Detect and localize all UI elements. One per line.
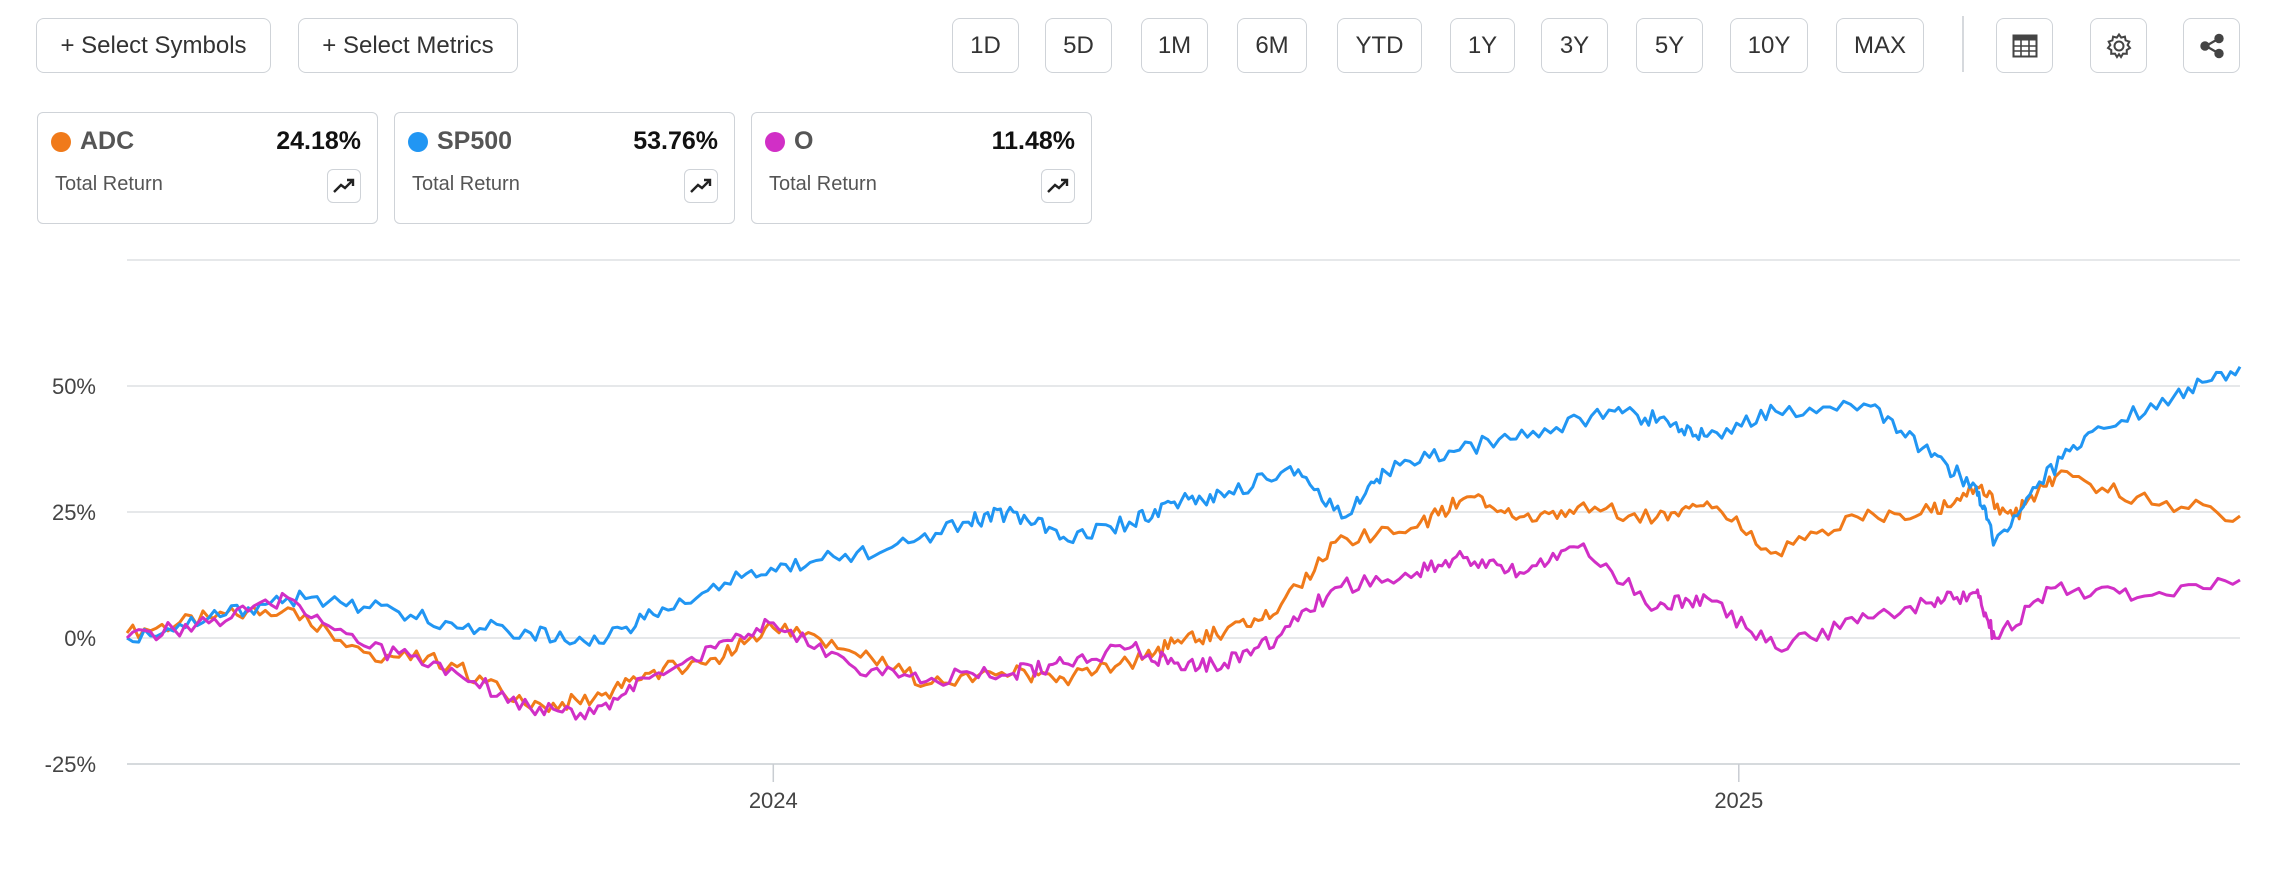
settings-button[interactable]	[2090, 18, 2147, 73]
return-value: 53.76%	[633, 127, 718, 155]
range-button-1d[interactable]: 1D	[952, 18, 1019, 73]
symbol-label: O	[794, 127, 814, 155]
trend-button[interactable]	[1041, 169, 1075, 203]
range-button-6m[interactable]: 6M	[1237, 18, 1307, 73]
trend-up-icon	[690, 178, 712, 193]
x-tick-label: 2024	[749, 788, 798, 813]
y-tick-label: 0%	[64, 626, 96, 651]
share-icon	[2199, 33, 2224, 58]
y-tick-label: -25%	[45, 752, 96, 777]
metric-label: Total Return	[769, 173, 877, 195]
series-color-dot	[51, 132, 71, 152]
return-value: 11.48%	[991, 127, 1075, 155]
gear-icon	[2106, 32, 2131, 59]
legend-card-sp500[interactable]: SP500 53.76% Total Return	[394, 112, 735, 224]
range-button-5d[interactable]: 5D	[1045, 18, 1112, 73]
range-button-1m[interactable]: 1M	[1141, 18, 1208, 73]
series-color-dot	[765, 132, 785, 152]
range-button-1y[interactable]: 1Y	[1450, 18, 1515, 73]
trend-up-icon	[1047, 178, 1069, 193]
legend-card-o[interactable]: O 11.48% Total Return	[751, 112, 1092, 224]
trend-up-icon	[333, 178, 355, 193]
metric-label: Total Return	[412, 173, 520, 195]
x-tick-label: 2025	[1714, 788, 1763, 813]
table-icon	[2012, 34, 2037, 57]
total-return-chart: -25% 0% 25% 50% 2024 2025	[45, 259, 2242, 813]
symbol-label: ADC	[80, 127, 135, 155]
range-button-10y[interactable]: 10Y	[1730, 18, 1808, 73]
toolbar: + Select Symbols + Select Metrics 1D 5D …	[0, 0, 2283, 90]
series-line-sp500[interactable]	[126, 366, 2242, 647]
table-view-button[interactable]	[1996, 18, 2053, 73]
symbol-label: SP500	[437, 127, 513, 155]
range-button-ytd[interactable]: YTD	[1337, 18, 1422, 73]
series-line-o[interactable]	[125, 542, 2241, 721]
series-line-adc[interactable]	[125, 469, 2241, 713]
select-symbols-button[interactable]: + Select Symbols	[36, 18, 271, 73]
trend-button[interactable]	[327, 169, 361, 203]
select-metrics-button[interactable]: + Select Metrics	[298, 18, 518, 73]
share-button[interactable]	[2183, 18, 2240, 73]
range-button-3y[interactable]: 3Y	[1541, 18, 1608, 73]
range-button-max[interactable]: MAX	[1836, 18, 1924, 73]
return-value: 24.18%	[276, 127, 361, 155]
toolbar-divider	[1962, 16, 1964, 72]
legend-card-adc[interactable]: ADC 24.18% Total Return	[37, 112, 378, 224]
y-tick-label: 25%	[52, 500, 96, 525]
metric-label: Total Return	[55, 173, 163, 195]
trend-button[interactable]	[684, 169, 718, 203]
y-tick-label: 50%	[52, 374, 96, 399]
range-button-5y[interactable]: 5Y	[1636, 18, 1703, 73]
series-color-dot	[408, 132, 428, 152]
